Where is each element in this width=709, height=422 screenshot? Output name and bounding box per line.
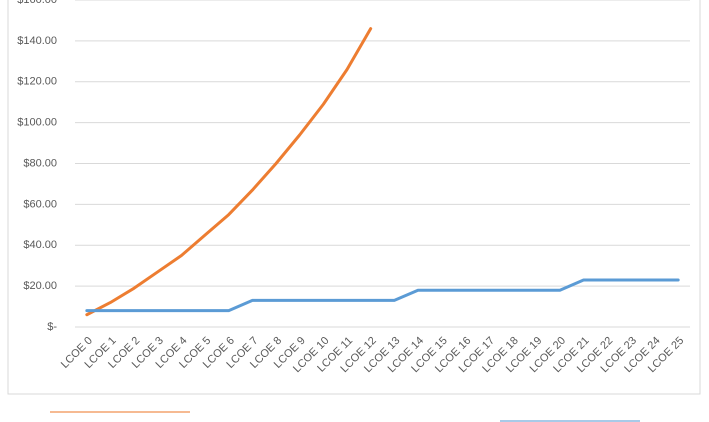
y-tick-label: $140.00	[17, 35, 57, 47]
y-tick-label: $20.00	[23, 280, 57, 292]
y-tick-label: $100.00	[17, 117, 57, 129]
y-tick-label: $80.00	[23, 157, 57, 169]
y-tick-label: $160.00	[17, 0, 57, 6]
y-tick-label: $-	[47, 321, 57, 333]
y-tick-label: $60.00	[23, 198, 57, 210]
series-line	[85, 278, 680, 313]
y-tick-label: $120.00	[17, 76, 57, 88]
series-line	[85, 27, 373, 317]
chart-frame	[7, 0, 701, 395]
y-tick-label: $40.00	[23, 239, 57, 251]
